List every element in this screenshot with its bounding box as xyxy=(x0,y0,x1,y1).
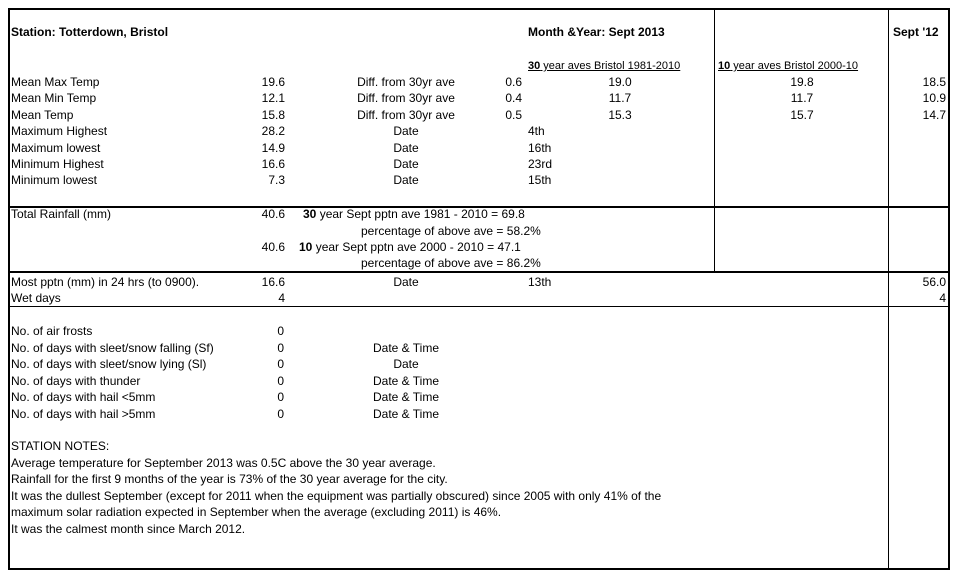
row-col4: 16th xyxy=(528,141,552,155)
most-pptn-date: 13th xyxy=(528,275,552,289)
row-label: Mean Min Temp xyxy=(11,91,97,105)
row-value: 19.6 xyxy=(261,75,285,89)
count-label: No. of days with sleet/snow lying (Sl) xyxy=(11,357,207,371)
row-value: 15.8 xyxy=(261,108,285,122)
row-col4: 15th xyxy=(528,173,552,187)
station-name: Station: Totterdown, Bristol xyxy=(11,25,169,39)
rule-rain-pptn xyxy=(9,271,950,273)
notes-title: STATION NOTES: xyxy=(11,439,110,453)
wet-days-value: 4 xyxy=(278,291,285,305)
row-prev: 10.9 xyxy=(922,91,946,105)
row-label: Maximum lowest xyxy=(11,141,101,155)
rainfall-ave10: 10 year Sept pptn ave 2000 - 2010 = 47.1 xyxy=(299,240,521,254)
note-line: It was the dullest September (except for… xyxy=(11,489,662,503)
count-label: No. of days with sleet/snow falling (Sf) xyxy=(11,341,214,355)
count-value: 0 xyxy=(277,374,284,388)
row-ave10: 11.7 xyxy=(790,91,814,105)
rainfall-pct30: percentage of above ave = 58.2% xyxy=(361,224,541,238)
note-line: maximum solar radiation expected in Sept… xyxy=(11,505,502,519)
most-pptn-value: 16.6 xyxy=(261,275,285,289)
row-ave30: 11.7 xyxy=(608,91,632,105)
divider-ave10-left xyxy=(714,9,715,206)
row-col4: 0.4 xyxy=(505,91,522,105)
count-value: 0 xyxy=(277,341,284,355)
row-col3: Date xyxy=(393,124,419,138)
row-label: Minimum Highest xyxy=(11,157,104,171)
row-col3: Diff. from 30yr ave xyxy=(357,108,455,122)
count-label: No. of days with hail >5mm xyxy=(11,407,156,421)
divider-ave10-left-rain xyxy=(714,208,715,271)
note-line: Rainfall for the first 9 months of the y… xyxy=(11,472,448,486)
row-prev: 14.7 xyxy=(922,108,946,122)
count-label: No. of days with hail <5mm xyxy=(11,390,156,404)
row-label: Mean Max Temp xyxy=(11,75,100,89)
row-value: 12.1 xyxy=(261,91,285,105)
count-value: 0 xyxy=(277,357,284,371)
row-ave10: 19.8 xyxy=(790,75,814,89)
count-col3: Date & Time xyxy=(372,341,440,355)
row-value: 28.2 xyxy=(261,124,285,138)
row-value: 16.6 xyxy=(261,157,285,171)
count-col3: Date & Time xyxy=(372,374,440,388)
row-col3: Diff. from 30yr ave xyxy=(357,75,455,89)
most-pptn-label: Most pptn (mm) in 24 hrs (to 0900). xyxy=(11,275,200,289)
count-col3: Date xyxy=(393,357,419,371)
ave10-header: 10 year aves Bristol 2000-10 xyxy=(718,60,859,72)
row-ave30: 15.3 xyxy=(608,108,632,122)
count-value: 0 xyxy=(277,390,284,404)
row-col4: 0.5 xyxy=(505,108,522,122)
month-year: Month &Year: Sept 2013 xyxy=(528,25,665,39)
rule-temps-rain xyxy=(9,206,950,208)
rainfall-pct10: percentage of above ave = 86.2% xyxy=(361,256,541,270)
row-label: Mean Temp xyxy=(11,108,74,122)
rainfall-value: 40.6 xyxy=(261,207,285,221)
wet-days-label: Wet days xyxy=(11,291,61,305)
row-label: Minimum lowest xyxy=(11,173,98,187)
rule-pptn-counts xyxy=(9,306,950,307)
divider-prev-left xyxy=(888,9,889,569)
note-line: Average temperature for September 2013 w… xyxy=(11,456,436,470)
count-label: No. of air frosts xyxy=(11,324,93,338)
most-pptn-date-label: Date xyxy=(393,275,419,289)
rainfall-ave30: 30 year Sept pptn ave 1981 - 2010 = 69.8 xyxy=(303,207,525,221)
count-label: No. of days with thunder xyxy=(11,374,141,388)
row-col3: Date xyxy=(393,157,419,171)
row-col3: Date xyxy=(393,173,419,187)
row-col4: 4th xyxy=(528,124,545,138)
rainfall-value-2: 40.6 xyxy=(261,240,285,254)
row-prev: 18.5 xyxy=(922,75,946,89)
row-col4: 0.6 xyxy=(505,75,522,89)
count-value: 0 xyxy=(277,407,284,421)
row-ave30: 19.0 xyxy=(608,75,632,89)
most-pptn-prev: 56.0 xyxy=(922,275,946,289)
row-col3: Diff. from 30yr ave xyxy=(357,91,455,105)
row-col3: Date xyxy=(393,141,419,155)
ave30-header: 30 year aves Bristol 1981-2010 xyxy=(528,60,681,72)
report-frame xyxy=(8,8,950,570)
prev-year-header: Sept '12 xyxy=(893,25,939,39)
count-col3: Date & Time xyxy=(372,390,440,404)
count-col3: Date & Time xyxy=(372,407,440,421)
row-value: 14.9 xyxy=(261,141,285,155)
count-value: 0 xyxy=(277,324,284,338)
row-value: 7.3 xyxy=(268,173,285,187)
wet-days-prev: 4 xyxy=(939,291,946,305)
rainfall-label: Total Rainfall (mm) xyxy=(11,207,112,221)
note-line: It was the calmest month since March 201… xyxy=(11,522,246,536)
row-ave10: 15.7 xyxy=(790,108,814,122)
row-col4: 23rd xyxy=(528,157,553,171)
row-label: Maximum Highest xyxy=(11,124,108,138)
